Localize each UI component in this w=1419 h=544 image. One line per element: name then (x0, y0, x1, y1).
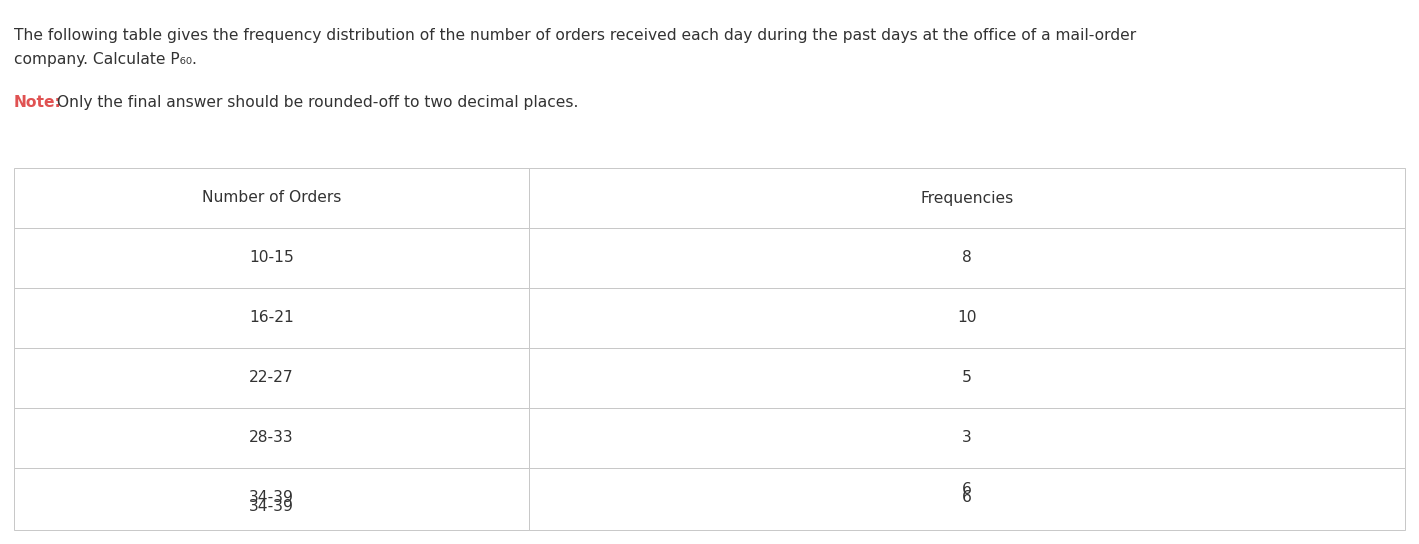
Bar (14, 228, 529, 288)
Bar (529, 228, 1405, 288)
Bar (14, 468, 529, 530)
Bar (529, 468, 1405, 530)
Bar (14, 168, 529, 228)
Bar (529, 348, 1405, 408)
Bar (14, 408, 529, 468)
Bar (14, 288, 529, 348)
Text: 28-33: 28-33 (248, 430, 294, 446)
Bar (529, 468, 1405, 528)
Text: Only the final answer should be rounded-off to two decimal places.: Only the final answer should be rounded-… (53, 95, 579, 110)
Bar (529, 288, 1405, 348)
Text: 3: 3 (962, 430, 972, 446)
Text: Number of Orders: Number of Orders (201, 190, 341, 206)
Text: 34-39: 34-39 (248, 491, 294, 505)
Text: Note:: Note: (14, 95, 62, 110)
Text: 34-39: 34-39 (248, 499, 294, 514)
Text: 8: 8 (962, 250, 972, 265)
Bar (529, 408, 1405, 468)
Text: company. Calculate P₆₀.: company. Calculate P₆₀. (14, 52, 197, 67)
Text: 10: 10 (956, 311, 976, 325)
Bar (14, 348, 529, 408)
Text: 5: 5 (962, 370, 972, 386)
Text: 10-15: 10-15 (248, 250, 294, 265)
Text: 6: 6 (962, 482, 972, 497)
Text: The following table gives the frequency distribution of the number of orders rec: The following table gives the frequency … (14, 28, 1137, 43)
Text: 16-21: 16-21 (248, 311, 294, 325)
Bar (529, 168, 1405, 228)
Text: 6: 6 (962, 491, 972, 505)
Text: Frequencies: Frequencies (920, 190, 1013, 206)
Text: 22-27: 22-27 (248, 370, 294, 386)
Bar (14, 468, 529, 528)
